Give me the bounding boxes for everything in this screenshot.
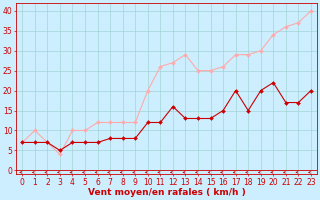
X-axis label: Vent moyen/en rafales ( km/h ): Vent moyen/en rafales ( km/h ) <box>88 188 245 197</box>
